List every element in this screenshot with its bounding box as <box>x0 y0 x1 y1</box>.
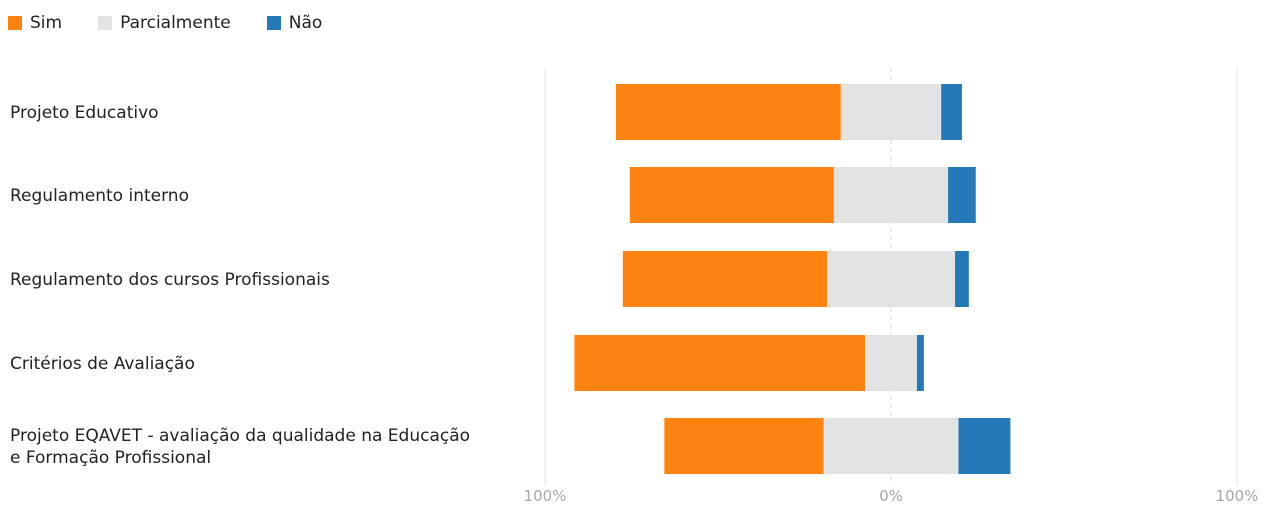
legend-label-nao: Não <box>288 13 323 33</box>
category-label-1: Regulamento interno <box>10 186 189 206</box>
category-label-4-line-1: e Formação Profissional <box>10 448 211 468</box>
category-label-0: Projeto Educativo <box>10 103 159 123</box>
x-tick-label-2: 100% <box>1216 487 1259 505</box>
category-label-3: Critérios de Avaliação <box>10 354 195 374</box>
bars-layer <box>574 84 1011 474</box>
bar-nao-0[interactable] <box>941 84 962 140</box>
bar-sim-4[interactable] <box>664 418 824 474</box>
bar-sim-2[interactable] <box>622 251 827 307</box>
bar-nao-3[interactable] <box>916 335 924 391</box>
bar-sim-1[interactable] <box>629 167 834 223</box>
bar-parcialmente-2[interactable] <box>826 251 956 307</box>
bar-nao-2[interactable] <box>955 251 969 307</box>
category-label-2: Regulamento dos cursos Profissionais <box>10 270 330 290</box>
legend-label-sim: Sim <box>30 13 63 33</box>
legend-swatch-parcialmente <box>98 16 113 30</box>
legend-swatch-sim <box>8 16 22 30</box>
x-tick-label-1: 0% <box>879 487 903 505</box>
bar-parcialmente-0[interactable] <box>840 84 942 140</box>
chart-legend: Sim Parcialmente Não <box>8 10 322 36</box>
bar-parcialmente-3[interactable] <box>865 335 917 391</box>
legend-item-sim[interactable]: Sim <box>8 13 62 33</box>
legend-label-parcialmente: Parcialmente <box>120 13 231 33</box>
x-axis-ticks: 100% 0% 100% <box>524 487 1259 505</box>
legend-swatch-nao <box>266 16 281 30</box>
category-labels: Projeto Educativo Regulamento interno Regu… <box>10 103 470 468</box>
bar-sim-3[interactable] <box>574 335 866 391</box>
legend-item-nao[interactable]: Não <box>266 13 323 33</box>
x-tick-label-0: 100% <box>524 487 567 505</box>
bar-nao-1[interactable] <box>948 167 976 223</box>
bar-sim-0[interactable] <box>615 84 841 140</box>
legend-item-parcialmente[interactable]: Parcialmente <box>98 13 231 33</box>
bar-parcialmente-4[interactable] <box>823 418 959 474</box>
bar-nao-4[interactable] <box>958 418 1011 474</box>
category-label-4-line-0: Projeto EQAVET - avaliação da qualidade … <box>10 426 470 446</box>
bar-parcialmente-1[interactable] <box>833 167 949 223</box>
